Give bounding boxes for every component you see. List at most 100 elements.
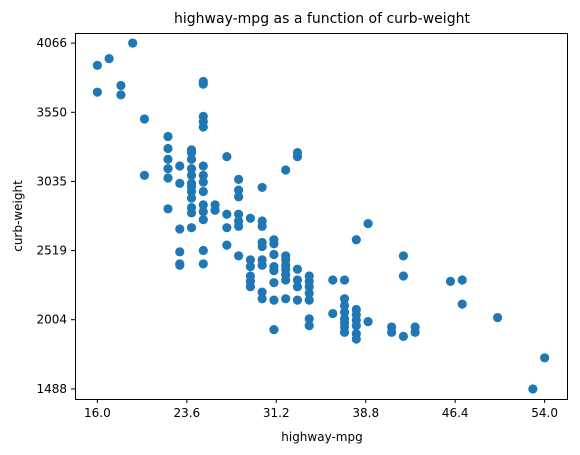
- data-point: [186, 193, 197, 203]
- y-tick-label: 3035: [36, 174, 67, 188]
- data-point: [257, 221, 267, 231]
- data-point: [304, 321, 314, 331]
- data-point: [198, 206, 208, 217]
- data-point: [328, 308, 338, 319]
- data-point: [198, 259, 208, 269]
- data-point: [198, 215, 208, 225]
- data-point: [269, 295, 279, 305]
- y-axis: 1488 2004 2519 3035 3550 4066: [36, 36, 75, 396]
- data-point: [198, 186, 208, 197]
- data-point: [339, 275, 350, 285]
- data-point: [116, 80, 126, 91]
- data-point: [198, 200, 208, 210]
- data-point: [292, 295, 303, 305]
- data-point: [175, 161, 185, 171]
- data-point: [222, 151, 232, 162]
- data-point: [175, 224, 185, 234]
- data-point: [234, 192, 244, 202]
- y-tick-label: 4066: [36, 36, 67, 50]
- data-point: [351, 334, 361, 344]
- data-point: [163, 131, 173, 142]
- data-point: [245, 282, 255, 292]
- x-axis-label: highway-mpg: [281, 430, 362, 444]
- data-point: [175, 178, 185, 188]
- data-point: [186, 223, 197, 233]
- y-tick-label: 2519: [36, 244, 67, 258]
- data-point: [281, 294, 291, 304]
- data-point: [234, 174, 244, 184]
- data-point: [128, 38, 138, 48]
- data-point: [163, 173, 173, 183]
- data-point: [245, 255, 255, 265]
- data-point: [328, 275, 338, 285]
- x-tick-label: 31.2: [263, 406, 290, 420]
- data-point: [234, 221, 244, 231]
- data-point: [457, 275, 467, 285]
- data-point: [292, 151, 303, 162]
- data-point: [339, 300, 350, 311]
- data-point: [234, 209, 244, 219]
- data-point: [269, 278, 279, 288]
- data-point: [398, 251, 408, 261]
- data-point: [175, 260, 185, 270]
- data-point: [540, 353, 550, 363]
- data-point: [398, 331, 408, 341]
- data-point: [163, 164, 173, 174]
- data-point: [398, 271, 408, 281]
- data-point: [257, 241, 267, 252]
- data-point: [92, 60, 102, 70]
- x-tick-label: 54.0: [531, 406, 558, 420]
- data-point: [186, 182, 197, 192]
- data-point: [304, 282, 314, 292]
- plot-frame: [75, 33, 568, 400]
- data-point: [198, 245, 208, 256]
- data-point: [457, 299, 467, 309]
- data-point: [304, 288, 314, 299]
- data-point: [492, 312, 503, 323]
- x-tick-label: 46.4: [442, 406, 469, 420]
- data-point: [234, 251, 244, 261]
- data-point: [387, 327, 397, 337]
- data-point: [281, 165, 291, 175]
- y-axis-label: curb-weight: [11, 180, 25, 252]
- data-point: [257, 287, 267, 297]
- data-point: [163, 154, 173, 164]
- data-point: [528, 384, 538, 394]
- data-point: [257, 260, 267, 270]
- data-point: [186, 208, 197, 218]
- chart-title: highway-mpg as a function of curb-weight: [174, 11, 470, 27]
- y-tick-label: 2004: [36, 313, 67, 327]
- data-point: [198, 79, 208, 89]
- data-point: [186, 154, 197, 164]
- x-tick-label: 23.6: [173, 406, 200, 420]
- data-point: [139, 170, 150, 180]
- data-point: [269, 325, 279, 335]
- data-point: [304, 314, 314, 324]
- data-point: [269, 239, 279, 249]
- data-point: [292, 264, 303, 274]
- data-point: [116, 90, 126, 100]
- data-point: [198, 177, 208, 187]
- data-point: [198, 122, 208, 132]
- data-point: [222, 240, 232, 250]
- x-tick-label: 16.0: [84, 406, 111, 420]
- data-point: [363, 219, 373, 229]
- data-point: [186, 170, 197, 180]
- data-point: [186, 147, 197, 158]
- data-point: [351, 321, 361, 331]
- data-point: [257, 294, 267, 304]
- data-point: [198, 161, 208, 171]
- data-point: [304, 295, 314, 305]
- data-point: [104, 54, 114, 64]
- data-point: [186, 164, 197, 174]
- data-point: [292, 275, 303, 285]
- data-point: [292, 282, 303, 292]
- data-point: [198, 170, 208, 180]
- data-point: [351, 235, 361, 245]
- data-point: [339, 294, 350, 304]
- data-point: [139, 114, 150, 124]
- data-point: [281, 275, 291, 285]
- data-point: [175, 247, 185, 257]
- data-point: [257, 182, 267, 193]
